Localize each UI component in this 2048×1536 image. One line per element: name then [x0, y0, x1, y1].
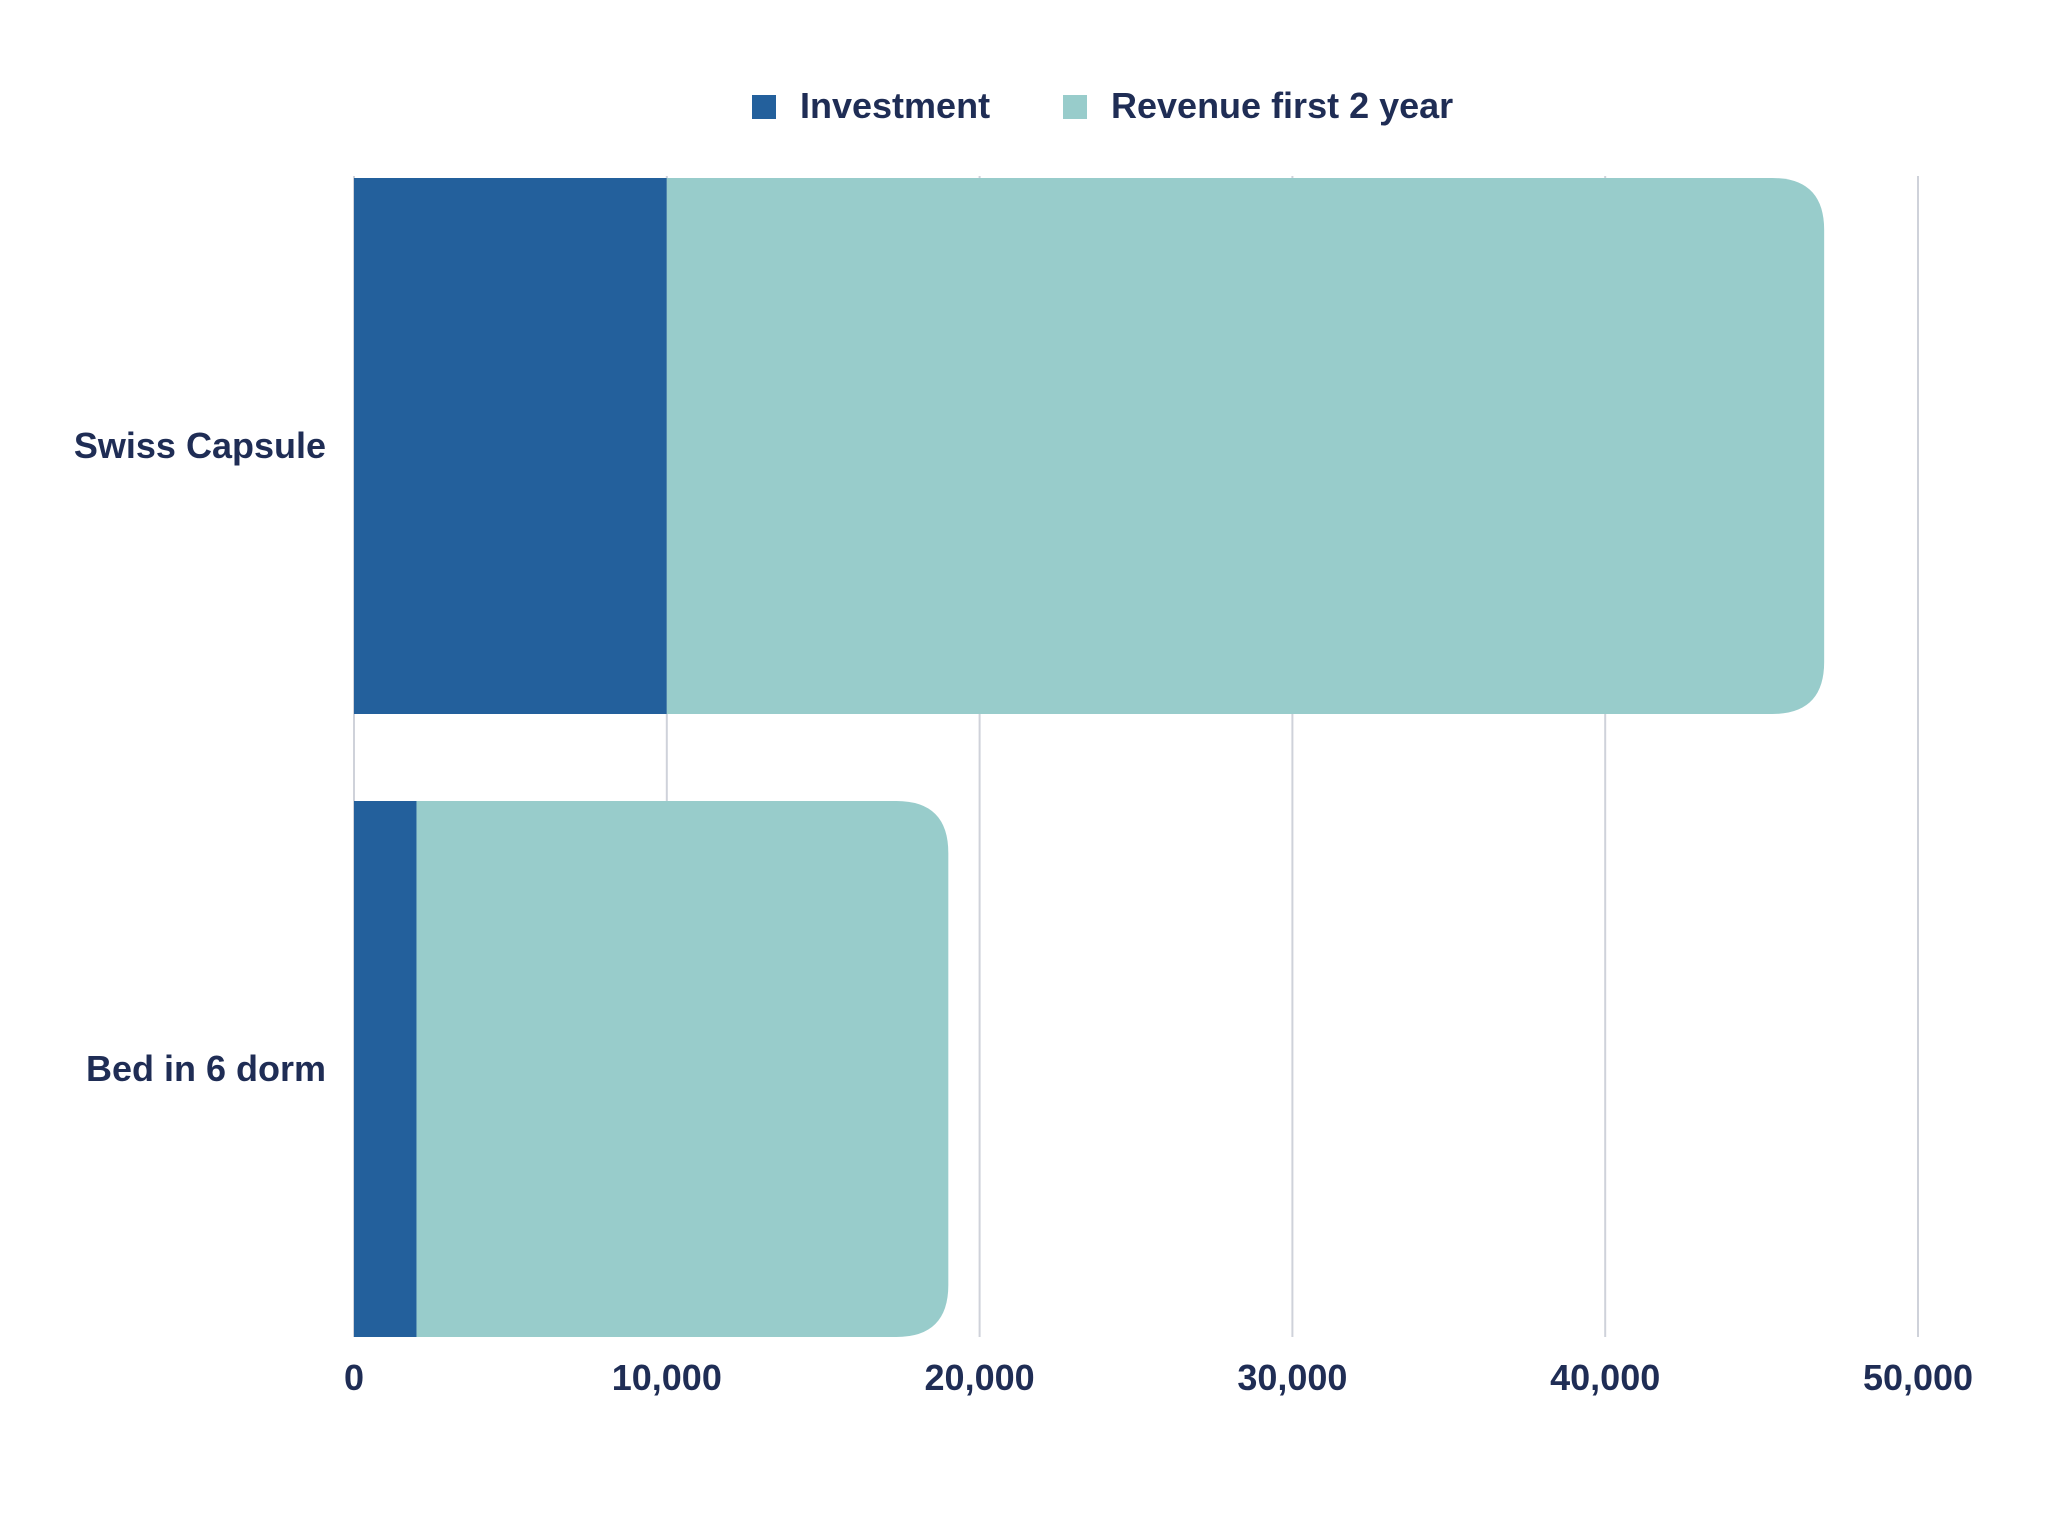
bars [354, 178, 1825, 1337]
legend: Investment Revenue first 2 year [752, 85, 1453, 126]
x-tick-label-5: 50,000 [1863, 1357, 1973, 1398]
category-label-1: Swiss Capsule [74, 425, 326, 466]
x-tick-label-2: 20,000 [925, 1357, 1035, 1398]
category-label-2: Bed in 6 dorm [86, 1048, 326, 1089]
x-tick-labels: 0 10,000 20,000 30,000 40,000 50,000 [344, 1357, 1973, 1398]
x-tick-label-4: 40,000 [1550, 1357, 1660, 1398]
legend-label-2: Revenue first 2 year [1111, 85, 1453, 126]
x-tick-label-0: 0 [344, 1357, 364, 1398]
x-tick-label-3: 30,000 [1237, 1357, 1347, 1398]
bar-2-investment [354, 801, 417, 1337]
legend-swatch-2 [1063, 95, 1087, 119]
bar-2-revenue-first-2-year [416, 801, 949, 1337]
category-labels: Swiss Capsule Bed in 6 dorm [74, 425, 326, 1089]
legend-label-1: Investment [800, 85, 990, 126]
bar-1-investment [354, 178, 667, 714]
legend-swatch-1 [752, 95, 776, 119]
x-tick-label-1: 10,000 [612, 1357, 722, 1398]
bar-1-revenue-first-2-year [666, 178, 1825, 714]
